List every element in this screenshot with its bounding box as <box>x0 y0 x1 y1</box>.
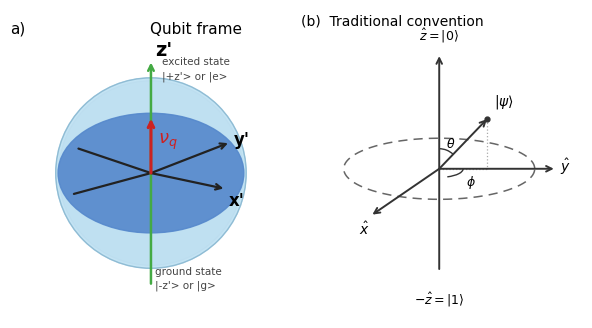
Text: $\theta$: $\theta$ <box>446 137 455 151</box>
Text: |-z'> or |g>: |-z'> or |g> <box>156 280 216 291</box>
Text: $\hat{z} = |0\rangle$: $\hat{z} = |0\rangle$ <box>419 27 459 45</box>
Text: $-\hat{z} = |1\rangle$: $-\hat{z} = |1\rangle$ <box>414 291 464 309</box>
Text: Qubit frame: Qubit frame <box>150 22 242 37</box>
Text: x': x' <box>229 192 245 210</box>
Text: $\hat{x}$: $\hat{x}$ <box>359 220 370 237</box>
Circle shape <box>344 73 535 264</box>
Text: ground state: ground state <box>156 267 222 277</box>
Text: $\phi$: $\phi$ <box>466 174 476 191</box>
Text: $\hat{y}$: $\hat{y}$ <box>559 157 570 177</box>
Text: a): a) <box>11 22 25 37</box>
Text: $|\psi\rangle$: $|\psi\rangle$ <box>494 92 514 111</box>
Text: y': y' <box>233 132 249 150</box>
Circle shape <box>59 81 243 266</box>
Ellipse shape <box>58 113 244 233</box>
Text: (b)  Traditional convention: (b) Traditional convention <box>301 14 484 28</box>
Circle shape <box>56 78 246 268</box>
Text: excited state: excited state <box>162 57 230 67</box>
Text: |+z'> or |e>: |+z'> or |e> <box>162 72 227 82</box>
Text: $\nu_q$: $\nu_q$ <box>158 132 178 152</box>
Text: z': z' <box>156 41 173 60</box>
